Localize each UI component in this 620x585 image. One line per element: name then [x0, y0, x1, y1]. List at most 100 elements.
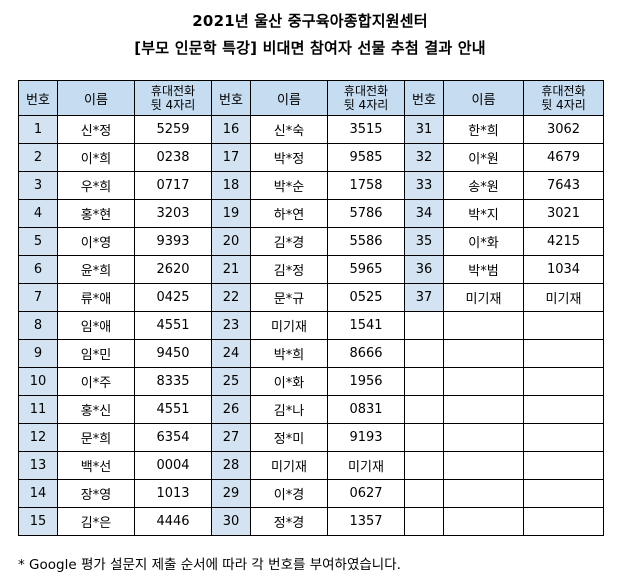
cell-phone: 3515 — [327, 115, 405, 144]
cell-name: 박*순 — [250, 171, 328, 200]
cell-phone: 4446 — [134, 507, 212, 536]
cell-num: 8 — [18, 311, 58, 340]
header-name: 이름 — [57, 80, 135, 116]
cell-num: 14 — [18, 479, 58, 508]
cell-name: 백*선 — [57, 451, 135, 480]
cell-name: 박*희 — [250, 339, 328, 368]
table-row: 9 임*민 9450 24 박*희 8666 — [18, 339, 604, 368]
cell-empty — [443, 395, 524, 424]
cell-phone: 7643 — [523, 171, 604, 200]
table-row: 13 백*선 0004 28 미기재 미기재 — [18, 451, 604, 480]
header-num: 번호 — [404, 80, 444, 116]
table-row: 1 신*정 5259 16 신*숙 3515 31 한*희 3062 — [18, 115, 604, 144]
cell-name: 김*정 — [250, 255, 328, 284]
cell-phone: 0004 — [134, 451, 212, 480]
cell-name: 윤*희 — [57, 255, 135, 284]
cell-empty — [404, 395, 444, 424]
cell-empty — [404, 451, 444, 480]
cell-name: 김*나 — [250, 395, 328, 424]
cell-num: 16 — [211, 115, 251, 144]
cell-empty — [443, 451, 524, 480]
cell-num: 35 — [404, 227, 444, 256]
cell-num: 11 — [18, 395, 58, 424]
cell-name: 류*애 — [57, 283, 135, 312]
cell-empty — [443, 339, 524, 368]
cell-name: 한*희 — [443, 115, 524, 144]
cell-num: 28 — [211, 451, 251, 480]
cell-name: 임*애 — [57, 311, 135, 340]
cell-phone: 3062 — [523, 115, 604, 144]
cell-phone: 1034 — [523, 255, 604, 284]
header-phone-line1: 휴대전화 — [150, 84, 196, 98]
cell-num: 19 — [211, 199, 251, 228]
cell-num: 29 — [211, 479, 251, 508]
winners-table: 번호 이름 휴대전화 뒷 4자리 번호 이름 휴대전화 뒷 4자리 번호 이름 휴대전화 뒷 4자리 … — [18, 80, 604, 536]
cell-empty — [443, 507, 524, 536]
cell-num: 1 — [18, 115, 58, 144]
cell-empty — [404, 507, 444, 536]
cell-name: 이*영 — [57, 227, 135, 256]
header-num: 번호 — [211, 80, 251, 116]
cell-empty — [523, 395, 604, 424]
cell-name: 이*희 — [57, 143, 135, 172]
table-header-row: 번호 이름 휴대전화 뒷 4자리 번호 이름 휴대전화 뒷 4자리 번호 이름 휴대전화 뒷 4자리 — [18, 80, 604, 116]
header-phone-line2: 뒷 4자리 — [541, 98, 586, 112]
cell-empty — [443, 311, 524, 340]
cell-name: 이*경 — [250, 479, 328, 508]
cell-name: 박*지 — [443, 199, 524, 228]
cell-num: 22 — [211, 283, 251, 312]
cell-empty — [404, 311, 444, 340]
header-phone: 휴대전화 뒷 4자리 — [134, 80, 212, 116]
cell-phone: 9193 — [327, 423, 405, 452]
table-row: 8 임*애 4551 23 미기재 1541 — [18, 311, 604, 340]
cell-num: 17 — [211, 143, 251, 172]
cell-num: 26 — [211, 395, 251, 424]
cell-phone: 1758 — [327, 171, 405, 200]
cell-empty — [443, 367, 524, 396]
footnote: * Google 평가 설문지 제출 순서에 따라 각 번호를 부여하였습니다. — [18, 557, 401, 573]
cell-phone: 4551 — [134, 395, 212, 424]
cell-phone: 5786 — [327, 199, 405, 228]
cell-empty — [523, 367, 604, 396]
cell-num: 31 — [404, 115, 444, 144]
cell-name: 문*규 — [250, 283, 328, 312]
cell-num: 4 — [18, 199, 58, 228]
header-phone: 휴대전화 뒷 4자리 — [327, 80, 405, 116]
cell-phone: 6354 — [134, 423, 212, 452]
cell-name: 임*민 — [57, 339, 135, 368]
cell-name: 문*희 — [57, 423, 135, 452]
cell-name: 정*미 — [250, 423, 328, 452]
cell-num: 13 — [18, 451, 58, 480]
table-row: 2 이*희 0238 17 박*정 9585 32 이*원 4679 — [18, 143, 604, 172]
table-row: 7 류*애 0425 22 문*규 0525 37 미기재 미기재 — [18, 283, 604, 312]
cell-num: 7 — [18, 283, 58, 312]
cell-name: 이*주 — [57, 367, 135, 396]
cell-phone: 5965 — [327, 255, 405, 284]
table-row: 12 문*희 6354 27 정*미 9193 — [18, 423, 604, 452]
cell-name: 홍*신 — [57, 395, 135, 424]
header-name: 이름 — [250, 80, 328, 116]
table-row: 10 이*주 8335 25 이*화 1956 — [18, 367, 604, 396]
cell-num: 3 — [18, 171, 58, 200]
table-row: 4 홍*현 3203 19 하*연 5786 34 박*지 3021 — [18, 199, 604, 228]
cell-name: 정*경 — [250, 507, 328, 536]
cell-name: 미기재 — [250, 311, 328, 340]
cell-num: 25 — [211, 367, 251, 396]
table-row: 3 우*희 0717 18 박*순 1758 33 송*원 7643 — [18, 171, 604, 200]
header-phone: 휴대전화 뒷 4자리 — [523, 80, 604, 116]
cell-name: 박*범 — [443, 255, 524, 284]
document-subtitle: [부모 인문학 특강] 비대면 참여자 선물 추첨 결과 안내 — [134, 39, 486, 57]
table-row: 6 윤*희 2620 21 김*정 5965 36 박*범 1034 — [18, 255, 604, 284]
cell-empty — [404, 339, 444, 368]
cell-empty — [443, 423, 524, 452]
cell-num: 2 — [18, 143, 58, 172]
header-phone-line2: 뒷 4자리 — [343, 98, 389, 112]
cell-num: 27 — [211, 423, 251, 452]
cell-name: 미기재 — [443, 283, 524, 312]
cell-num: 30 — [211, 507, 251, 536]
cell-empty — [523, 451, 604, 480]
cell-phone: 8335 — [134, 367, 212, 396]
cell-empty — [523, 479, 604, 508]
cell-name: 박*정 — [250, 143, 328, 172]
cell-phone: 0525 — [327, 283, 405, 312]
